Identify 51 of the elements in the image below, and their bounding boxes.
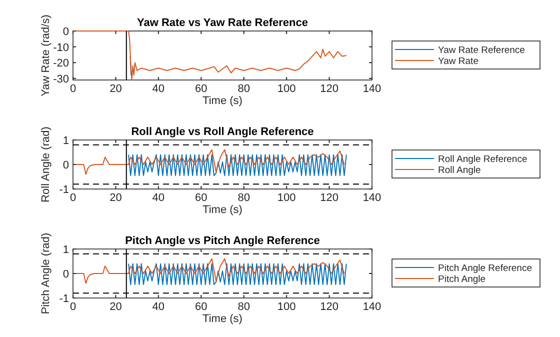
- x-tick-label: 40: [152, 83, 165, 95]
- legend-label: Pitch Angle: [438, 274, 486, 285]
- legend-label: Pitch Angle Reference: [438, 263, 532, 274]
- x-tick-label: 40: [152, 192, 165, 204]
- x-tick-label: 80: [238, 192, 250, 204]
- y-tick-label: 1: [62, 135, 69, 147]
- x-tick-label: 20: [110, 83, 122, 95]
- chart-title: Roll Angle vs Roll Angle Reference: [131, 126, 314, 138]
- x-tick-label: 100: [277, 192, 296, 204]
- x-tick-label: 120: [320, 83, 338, 95]
- x-tick-label: 100: [277, 83, 296, 95]
- x-tick-label: 140: [362, 83, 382, 95]
- y-tick-label: 0: [62, 160, 69, 172]
- line-series: [73, 30, 347, 80]
- y-tick-label: 1: [62, 244, 69, 256]
- line-series: [128, 154, 347, 176]
- x-tick-label: 60: [195, 192, 208, 204]
- y-tick-label: -1: [59, 184, 69, 196]
- x-tick-label: 20: [110, 301, 122, 313]
- x-tick-label: 140: [362, 301, 382, 313]
- y-tick-label: -10: [53, 42, 69, 54]
- legend-label: Roll Angle Reference: [438, 154, 528, 165]
- chart-title: Pitch Angle vs Pitch Angle Reference: [125, 235, 320, 247]
- legend-label: Yaw Rate: [438, 56, 478, 67]
- y-tick-label: -1: [59, 293, 69, 305]
- y-tick-label: 0: [62, 268, 69, 280]
- x-tick-label: 120: [320, 301, 338, 313]
- y-tick-label: -20: [53, 58, 69, 70]
- line-series: [73, 258, 345, 284]
- x-tick-label: 80: [238, 83, 250, 95]
- x-axis-title: Time (s): [202, 204, 242, 216]
- line-series: [73, 149, 345, 175]
- y-tick-label: -30: [53, 73, 69, 86]
- x-tick-label: 80: [238, 301, 250, 313]
- x-tick-label: 100: [277, 301, 296, 313]
- y-tick-label: 0: [62, 26, 69, 38]
- x-tick-label: 60: [195, 301, 208, 313]
- y-axis-title: Yaw Rate (rad/s): [40, 14, 52, 96]
- chart-title: Yaw Rate vs Yaw Rate Reference: [136, 17, 308, 29]
- y-axis-title: Roll Angle (rad): [40, 126, 52, 202]
- x-axis-title: Time (s): [202, 95, 242, 107]
- x-tick-label: 40: [152, 301, 165, 313]
- legend-label: Yaw Rate Reference: [438, 45, 525, 56]
- x-tick-label: 60: [195, 83, 208, 95]
- x-tick-label: 120: [320, 192, 338, 204]
- legend-label: Roll Angle: [438, 165, 481, 176]
- x-axis-title: Time (s): [202, 313, 242, 325]
- x-tick-label: 140: [362, 192, 382, 204]
- y-axis-title: Pitch Angle (rad): [40, 232, 52, 314]
- x-tick-label: 20: [110, 192, 122, 204]
- line-series: [128, 263, 347, 286]
